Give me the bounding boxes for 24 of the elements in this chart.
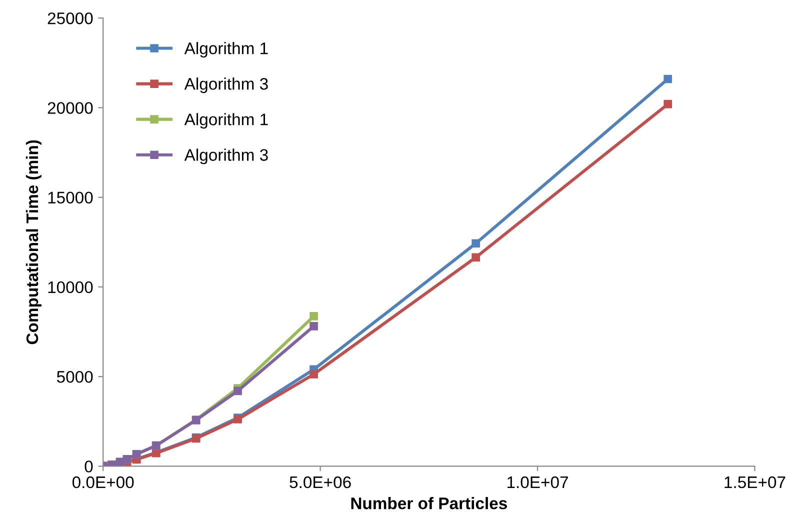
y-tick-label: 10000 xyxy=(48,281,93,294)
y-tick-label: 15000 xyxy=(48,192,93,204)
point xyxy=(234,386,242,396)
y-tick-label: 0 xyxy=(84,460,93,472)
x-tick-label: 1.0E+07 xyxy=(508,476,568,488)
legend-label: Algorithm 3 xyxy=(184,148,268,164)
y-tick-label: 20000 xyxy=(48,102,93,114)
point xyxy=(664,74,672,84)
legend-label: Algorithm 1 xyxy=(184,113,268,129)
point xyxy=(472,253,480,262)
point xyxy=(310,322,318,330)
x-tick-label: 0.0E+00 xyxy=(72,476,134,488)
point xyxy=(310,312,318,320)
legend-label: Algorithm 1 xyxy=(184,42,268,58)
point xyxy=(310,370,318,378)
point xyxy=(472,239,480,248)
x-axis-title: Number of Particles xyxy=(351,497,507,510)
y-tick-label: 5000 xyxy=(56,370,93,383)
legend-label: Algorithm 3 xyxy=(184,78,268,94)
point xyxy=(664,100,672,108)
y-tick-label: 25000 xyxy=(48,12,93,24)
x-tick-label: 1.5E+07 xyxy=(724,476,786,488)
x-tick-label: 5.0E+06 xyxy=(290,476,351,488)
y-axis-title: Computational Time (min) xyxy=(26,140,42,344)
